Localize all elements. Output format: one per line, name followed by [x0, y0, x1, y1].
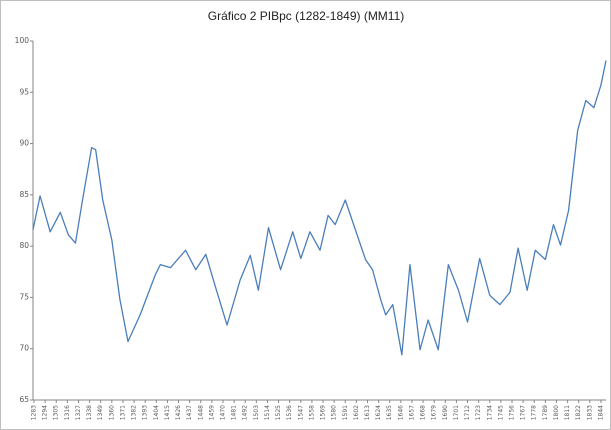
x-tick-label: 1800	[553, 405, 560, 420]
x-tick-label: 1558	[308, 405, 315, 420]
x-tick-label: 1789	[542, 405, 549, 420]
x-tick-label: 1756	[509, 405, 516, 420]
x-tick-label: 1580	[331, 405, 338, 420]
x-tick-label: 1448	[197, 405, 204, 420]
x-tick-label: 1624	[375, 405, 382, 420]
y-tick-label: 85	[19, 190, 29, 199]
x-tick-label: 1547	[297, 405, 304, 420]
x-tick-label: 1514	[264, 405, 271, 420]
x-tick-label: 1459	[208, 405, 215, 420]
x-tick-label: 1822	[575, 405, 582, 420]
x-tick-label: 1690	[442, 405, 449, 420]
x-tick-label: 1712	[464, 405, 471, 420]
x-tick-label: 1415	[164, 405, 171, 420]
x-tick-label: 1569	[320, 405, 327, 420]
x-tick-label: 1294	[42, 405, 49, 420]
x-tick-label: 1327	[75, 405, 82, 420]
x-tick-label: 1503	[253, 405, 260, 420]
x-tick-label: 1481	[231, 405, 238, 420]
x-tick-label: 1613	[364, 405, 371, 420]
x-tick-label: 1602	[353, 405, 360, 420]
x-tick-label: 1657	[408, 405, 415, 420]
x-tick-label: 1492	[242, 405, 249, 420]
x-tick-label: 1349	[97, 405, 104, 420]
x-tick-label: 1646	[397, 405, 404, 420]
y-tick-label: 95	[19, 87, 29, 96]
x-tick-label: 1426	[175, 405, 182, 420]
x-tick-label: 1745	[497, 405, 504, 420]
x-tick-label: 1305	[53, 405, 60, 420]
x-tick-label: 1382	[131, 405, 138, 420]
x-tick-label: 1635	[386, 405, 393, 420]
x-tick-label: 1833	[586, 405, 593, 420]
y-tick-label: 75	[19, 292, 29, 301]
x-tick-label: 1767	[520, 405, 527, 420]
x-tick-label: 1283	[31, 405, 38, 420]
y-tick-label: 100	[15, 36, 30, 45]
x-tick-label: 1668	[420, 405, 427, 420]
chart-title: Gráfico 2 PIBpc (1282-1849) (MM11)	[208, 9, 405, 23]
x-tick-label: 1811	[564, 405, 571, 420]
y-tick-label: 90	[19, 139, 29, 148]
x-tick-label: 1701	[453, 405, 460, 420]
x-tick-label: 1470	[219, 405, 226, 420]
x-tick-label: 1536	[286, 405, 293, 420]
x-tick-label: 1404	[153, 405, 160, 420]
x-tick-label: 1778	[531, 405, 538, 420]
x-tick-label: 1844	[597, 405, 604, 420]
x-tick-label: 1679	[431, 405, 438, 420]
x-tick-label: 1437	[186, 405, 193, 420]
x-tick-label: 1723	[475, 405, 482, 420]
y-tick-label: 70	[19, 344, 29, 353]
x-tick-label: 1734	[486, 405, 493, 420]
x-tick-label: 1591	[342, 405, 349, 420]
x-tick-label: 1338	[86, 405, 93, 420]
x-tick-label: 1371	[119, 405, 126, 420]
y-tick-label: 80	[19, 241, 29, 250]
data-line	[32, 60, 607, 356]
x-tick-label: 1360	[108, 405, 115, 420]
x-tick-label: 1525	[275, 405, 282, 420]
x-tick-label: 1393	[142, 405, 149, 420]
x-tick-label: 1316	[64, 405, 71, 420]
y-tick-label: 65	[19, 395, 29, 404]
